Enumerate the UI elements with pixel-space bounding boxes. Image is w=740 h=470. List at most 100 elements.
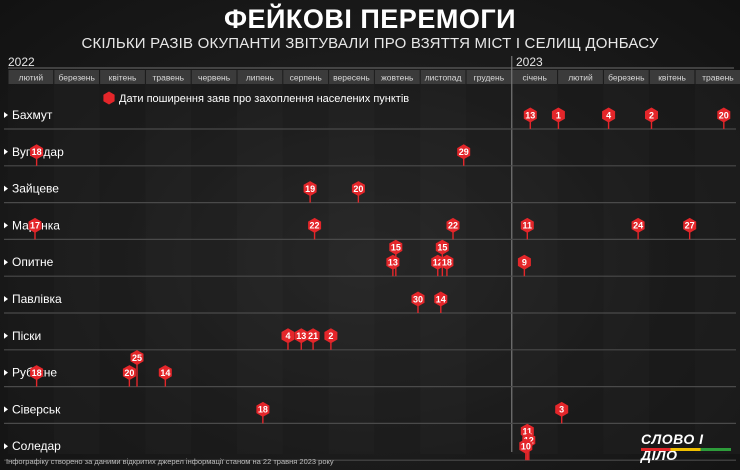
date-marker: 10	[519, 438, 533, 461]
row-bullet-icon	[4, 148, 8, 155]
marker-hexagon	[551, 107, 565, 123]
month-header-cell	[54, 70, 100, 84]
page-subtitle: СКІЛЬКИ РАЗІВ ОКУПАНТИ ЗВІТУВАЛИ ПРО ВЗЯ…	[81, 35, 659, 52]
row-bullet-icon	[4, 112, 8, 118]
marker-hexagon	[28, 217, 42, 233]
marker-hexagon	[122, 365, 136, 381]
marker-hexagon	[303, 181, 317, 197]
row-bullet-icon	[4, 222, 8, 229]
date-marker: 4	[602, 107, 616, 129]
marker-label: 13	[525, 110, 535, 120]
month-label: жовтень	[381, 73, 414, 83]
date-marker: 4	[281, 328, 295, 350]
marker-label: 20	[124, 368, 134, 378]
marker-label: 21	[308, 331, 318, 341]
row-label: Павлівка	[12, 292, 62, 306]
marker-hexagon	[631, 217, 645, 233]
row-label: Опитне	[12, 255, 54, 269]
month-column-bg	[649, 84, 695, 454]
month-column-bg	[374, 84, 421, 454]
marker-hexagon	[519, 438, 533, 454]
marker-hexagon	[602, 107, 616, 123]
date-marker: 2	[645, 107, 658, 129]
marker-label: 12	[433, 258, 443, 268]
month-header-cell	[329, 70, 374, 84]
month-column-bg	[420, 84, 466, 454]
date-marker: 3	[555, 401, 569, 424]
marker-hexagon	[520, 217, 534, 233]
month-column-bg	[695, 84, 740, 454]
month-header-cell	[283, 70, 329, 84]
marker-hexagon	[440, 254, 454, 270]
date-marker: 17	[28, 217, 42, 240]
marker-label: 24	[633, 221, 643, 231]
date-marker: 22	[446, 217, 460, 240]
date-marker: 14	[158, 365, 172, 387]
marker-hexagon	[308, 217, 322, 233]
marker-hexagon	[30, 144, 44, 160]
marker-label: 20	[353, 184, 363, 194]
date-marker: 18	[440, 254, 454, 277]
month-label: серпень	[290, 73, 323, 83]
marker-hexagon	[517, 254, 531, 270]
footnote: Інфографіку створено за даними відкритих…	[6, 457, 334, 466]
month-label: лютий	[19, 73, 44, 83]
year-label-2023: 2023	[516, 55, 543, 69]
month-header-cell	[420, 70, 466, 84]
marker-label: 2	[328, 331, 333, 341]
date-marker: 20	[351, 181, 365, 203]
marker-hexagon	[256, 401, 270, 417]
page-title: ФЕЙКОВІ ПЕРЕМОГИ	[223, 4, 517, 34]
date-marker: 22	[308, 217, 322, 240]
month-column-bg	[8, 84, 54, 454]
marker-hexagon	[523, 107, 537, 123]
marker-hexagon	[457, 144, 471, 160]
marker-hexagon	[281, 328, 295, 344]
marker-hexagon	[446, 217, 460, 233]
marker-label: 25	[132, 353, 142, 363]
month-header-cell	[145, 70, 191, 84]
month-header-cell	[100, 70, 145, 84]
date-marker: 13	[386, 254, 400, 277]
marker-label: 18	[32, 147, 42, 157]
month-header-cell	[374, 70, 420, 84]
date-marker: 19	[303, 181, 317, 203]
marker-label: 18	[442, 258, 452, 268]
date-marker: 21	[306, 328, 320, 350]
month-header-cell	[466, 70, 512, 84]
row-label: Зайцеве	[12, 182, 59, 196]
month-column-bg	[53, 84, 100, 454]
row-bullet-icon	[4, 332, 8, 339]
date-marker: 11	[520, 217, 534, 240]
marker-label: 30	[413, 294, 423, 304]
marker-hexagon	[389, 239, 403, 255]
marker-hexagon	[294, 328, 308, 344]
marker-hexagon	[435, 239, 449, 255]
row-label: Піски	[12, 329, 41, 343]
date-marker: 24	[631, 217, 645, 240]
marker-label: 29	[459, 147, 469, 157]
marker-label: 22	[310, 221, 320, 231]
marker-hexagon	[411, 291, 425, 307]
month-header-cell	[649, 70, 695, 84]
date-marker: 13	[523, 107, 537, 129]
marker-label: 20	[719, 110, 729, 120]
row-label: Бахмут	[12, 108, 53, 122]
row-bullet-icon	[4, 443, 8, 450]
marker-label: 18	[258, 405, 268, 415]
month-label: березень	[58, 73, 95, 83]
row-bullet-icon	[4, 259, 8, 266]
month-label: січень	[522, 73, 547, 83]
month-header-cell	[695, 70, 740, 84]
month-label: листопад	[425, 73, 462, 83]
date-marker: 20	[717, 107, 731, 129]
month-label: червень	[198, 73, 231, 83]
date-marker: 18	[30, 144, 44, 166]
marker-label: 18	[32, 368, 42, 378]
month-column-bg	[328, 84, 375, 454]
row-bullet-icon	[4, 296, 8, 302]
row-bullet-icon	[4, 369, 8, 376]
date-marker: 1	[551, 107, 565, 129]
marker-hexagon	[555, 401, 569, 417]
